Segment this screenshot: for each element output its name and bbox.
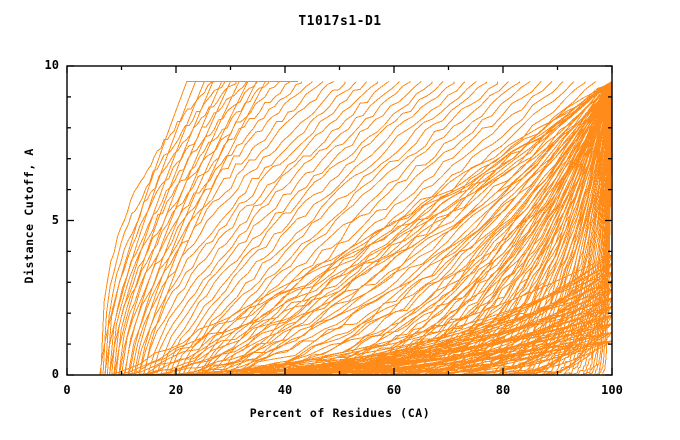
y-tick-label: 10 (44, 58, 59, 72)
x-tick-label: 100 (601, 383, 623, 397)
curve-series-group (99, 80, 612, 375)
x-tick-label: 60 (386, 383, 402, 397)
y-tick-label: 5 (51, 212, 59, 227)
x-tick-label: 80 (495, 383, 511, 397)
x-tick-label: 40 (277, 383, 293, 397)
x-tick-label: 0 (63, 383, 71, 397)
page-title: T1017s1-D1 (298, 14, 382, 29)
x-tick-label: 20 (168, 383, 184, 397)
y-tick-label: 0 (51, 367, 59, 381)
x-axis-label: Percent of Residues (CA) (249, 406, 431, 420)
axis-ticks-group (66, 65, 613, 376)
